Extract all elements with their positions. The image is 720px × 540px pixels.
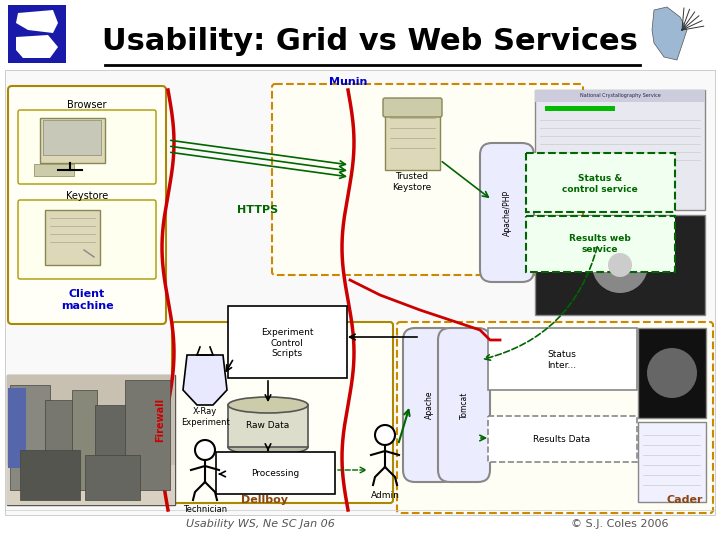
Text: Processing: Processing	[251, 469, 299, 478]
FancyBboxPatch shape	[228, 405, 308, 447]
Ellipse shape	[228, 397, 308, 413]
FancyBboxPatch shape	[535, 90, 705, 102]
FancyBboxPatch shape	[8, 5, 66, 63]
Polygon shape	[16, 10, 58, 33]
FancyBboxPatch shape	[10, 385, 50, 490]
Circle shape	[375, 425, 395, 445]
FancyBboxPatch shape	[7, 465, 175, 505]
Text: Trusted
Keystore: Trusted Keystore	[392, 172, 431, 192]
FancyBboxPatch shape	[172, 322, 393, 503]
FancyBboxPatch shape	[40, 118, 105, 163]
FancyBboxPatch shape	[125, 380, 170, 490]
Polygon shape	[16, 35, 58, 58]
FancyBboxPatch shape	[20, 450, 80, 500]
FancyBboxPatch shape	[7, 375, 175, 505]
Text: HTTPS: HTTPS	[238, 205, 279, 215]
FancyBboxPatch shape	[638, 328, 706, 418]
Text: Usability: Grid vs Web Services: Usability: Grid vs Web Services	[102, 28, 638, 57]
Circle shape	[592, 237, 648, 293]
Text: Raw Data: Raw Data	[246, 421, 289, 429]
FancyBboxPatch shape	[535, 90, 705, 210]
FancyBboxPatch shape	[43, 120, 101, 155]
FancyBboxPatch shape	[8, 86, 166, 324]
FancyBboxPatch shape	[34, 164, 74, 176]
FancyBboxPatch shape	[488, 416, 637, 462]
FancyBboxPatch shape	[480, 143, 534, 282]
Text: Munin: Munin	[329, 77, 367, 87]
Polygon shape	[652, 7, 687, 60]
FancyBboxPatch shape	[383, 98, 442, 117]
FancyBboxPatch shape	[228, 306, 347, 378]
Text: Firewall: Firewall	[155, 398, 165, 442]
Text: Dellboy: Dellboy	[241, 495, 289, 505]
Text: Browser: Browser	[67, 100, 107, 110]
Text: Cader: Cader	[667, 495, 703, 505]
Polygon shape	[183, 355, 227, 405]
FancyBboxPatch shape	[85, 455, 140, 500]
FancyBboxPatch shape	[5, 70, 715, 515]
Text: Status &
control service: Status & control service	[562, 174, 638, 194]
FancyBboxPatch shape	[638, 422, 706, 502]
FancyBboxPatch shape	[45, 210, 100, 265]
FancyBboxPatch shape	[95, 405, 130, 490]
FancyBboxPatch shape	[535, 215, 705, 315]
Text: National Crystallography Service: National Crystallography Service	[580, 93, 660, 98]
FancyBboxPatch shape	[526, 216, 675, 272]
FancyBboxPatch shape	[438, 328, 490, 482]
FancyBboxPatch shape	[45, 400, 75, 490]
Text: Status
Inter...: Status Inter...	[547, 350, 577, 370]
Text: Keystore: Keystore	[66, 191, 108, 201]
Text: © S.J. Coles 2006: © S.J. Coles 2006	[571, 519, 669, 529]
FancyBboxPatch shape	[385, 105, 440, 170]
Ellipse shape	[228, 439, 308, 455]
FancyBboxPatch shape	[18, 110, 156, 184]
FancyBboxPatch shape	[8, 388, 26, 468]
Text: Results web
service: Results web service	[569, 234, 631, 254]
Circle shape	[647, 348, 697, 398]
FancyBboxPatch shape	[18, 200, 156, 279]
FancyBboxPatch shape	[403, 328, 455, 482]
FancyBboxPatch shape	[526, 153, 675, 212]
FancyBboxPatch shape	[488, 328, 637, 390]
Text: Results Data: Results Data	[534, 435, 590, 443]
Circle shape	[608, 253, 632, 277]
FancyBboxPatch shape	[272, 84, 583, 275]
Text: Tomcat: Tomcat	[459, 392, 469, 418]
FancyBboxPatch shape	[397, 322, 713, 513]
FancyBboxPatch shape	[72, 390, 97, 490]
Text: Apache: Apache	[425, 391, 433, 419]
Text: Usability WS, Ne SC Jan 06: Usability WS, Ne SC Jan 06	[186, 519, 334, 529]
FancyBboxPatch shape	[545, 106, 615, 111]
FancyBboxPatch shape	[216, 452, 335, 494]
Text: Admin: Admin	[371, 490, 400, 500]
Text: Client
machine: Client machine	[60, 289, 113, 311]
Text: Apache/PHP: Apache/PHP	[503, 190, 511, 235]
Text: Experiment
Control
Scripts: Experiment Control Scripts	[261, 328, 313, 358]
Text: X-Ray
Experiment: X-Ray Experiment	[181, 407, 230, 427]
FancyBboxPatch shape	[7, 375, 175, 505]
Text: Technician: Technician	[183, 505, 227, 515]
Circle shape	[195, 440, 215, 460]
